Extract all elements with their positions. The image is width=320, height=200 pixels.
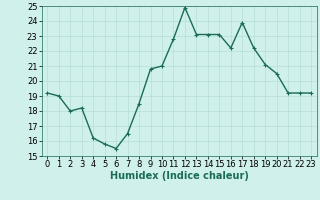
X-axis label: Humidex (Indice chaleur): Humidex (Indice chaleur) bbox=[110, 171, 249, 181]
